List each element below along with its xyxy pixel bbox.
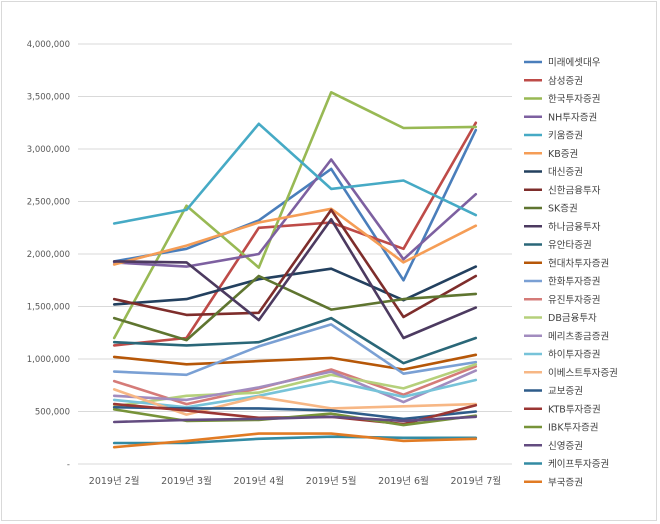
series-line (112, 207, 478, 266)
legend-item: IBK투자증권 (524, 422, 599, 434)
line-chart: - 500,000 1,000,000 1,500,000 2,000,000 2,500… (27, 40, 618, 488)
series-line (112, 265, 478, 306)
x-tick-label: 2019년 5월 (306, 475, 357, 487)
y-tick-label: 1,000,000 (27, 355, 70, 365)
legend-item: KTB투자증권 (524, 403, 601, 415)
legend-item: 신영증권 (524, 440, 583, 452)
y-tick-label: 3,500,000 (27, 93, 70, 103)
legend-item: 부국증권 (524, 476, 583, 488)
legend-label: 한화투자증권 (548, 276, 600, 288)
legend-item: KB증권 (524, 148, 578, 160)
series-line (112, 323, 478, 377)
legend-label: 교보증권 (548, 385, 583, 397)
legend-label: 하이투자증권 (548, 349, 600, 361)
series-line (112, 369, 478, 404)
legend-item: 이베스트투자증권 (524, 367, 618, 379)
y-tick-label: 2,000,000 (27, 250, 70, 260)
y-tick-label: - (67, 460, 70, 470)
legend-label: 삼성증권 (548, 75, 583, 87)
legend-item: 삼성증권 (524, 75, 583, 87)
legend-label: SK증권 (548, 203, 578, 215)
x-axis-labels: 2019년 2월 2019년 3월 2019년 4월 2019년 5월 2019년 6월… (89, 475, 501, 487)
legend-label: 키움증권 (548, 130, 583, 142)
legend-item: 미래에셋대우 (524, 58, 601, 69)
legend-item: 현대차투자증권 (524, 257, 609, 269)
legend-label: 한국투자증권 (548, 93, 600, 105)
y-axis-labels: - 500,000 1,000,000 1,500,000 2,000,000 2,500… (27, 40, 70, 470)
series-line (112, 218, 478, 340)
legend-item: 메리츠종금증권 (524, 330, 609, 342)
y-tick-label: 3,000,000 (27, 145, 70, 155)
legend-label: DB금융투자 (548, 313, 597, 324)
x-tick-label: 2019년 2월 (89, 475, 140, 487)
x-tick-label: 2019년 7월 (450, 475, 501, 487)
legend-item: 교보증권 (524, 385, 583, 397)
y-tick-label: 4,000,000 (27, 40, 70, 50)
y-tick-label: 2,500,000 (27, 198, 70, 208)
legend-item: 유안타증권 (524, 239, 592, 251)
legend-label: 케이프투자증권 (548, 458, 609, 470)
series-line (112, 362, 478, 408)
series-line (112, 353, 478, 371)
series-line (112, 91, 478, 340)
legend-label: IBK투자증권 (548, 422, 599, 434)
legend-item: NH투자증권 (524, 111, 597, 123)
legend-label: 메리츠종금증권 (548, 330, 609, 342)
series-line (112, 274, 478, 342)
y-tick-label: 1,500,000 (27, 303, 70, 313)
legend-item: 한국투자증권 (524, 93, 600, 105)
legend-label: KTB투자증권 (548, 403, 601, 415)
x-tick-label: 2019년 6월 (378, 475, 429, 487)
legend-item: 하나금융투자 (524, 221, 601, 233)
legend-label: 이베스트투자증권 (548, 367, 618, 379)
legend-item: 케이프투자증권 (524, 458, 609, 470)
series-line (112, 122, 478, 225)
series-line (112, 121, 478, 347)
legend-item: 한화투자증권 (524, 276, 600, 288)
legend-label: 신한금융투자 (548, 185, 601, 196)
legend-item: 신한금융투자 (524, 185, 601, 196)
legend-item: 키움증권 (524, 130, 583, 142)
legend-label: 대신증권 (548, 166, 583, 178)
legend-label: 신영증권 (548, 440, 583, 452)
series-line (112, 316, 478, 365)
legend-label: KB증권 (548, 148, 578, 160)
series-line (112, 378, 478, 409)
y-tick-label: 500,000 (35, 408, 70, 418)
legend-item: SK증권 (524, 203, 578, 215)
legend-label: 유안타증권 (548, 239, 592, 251)
legend-item: DB금융투자 (524, 313, 597, 324)
legend-label: 현대차투자증권 (548, 257, 609, 269)
x-tick-label: 2019년 4월 (233, 475, 284, 487)
series-line (112, 158, 478, 268)
legend-label: 하나금융투자 (548, 221, 601, 233)
series-line (112, 415, 478, 424)
legend-label: 유진투자증권 (548, 294, 600, 306)
series-lines (112, 91, 478, 449)
x-tick-label: 2019년 3월 (161, 475, 212, 487)
legend-item: 하이투자증권 (524, 349, 600, 361)
series-line (112, 432, 478, 449)
legend-label: 부국증권 (548, 476, 583, 488)
series-line (112, 208, 478, 319)
legend-label: NH투자증권 (548, 111, 597, 123)
legend-item: 유진투자증권 (524, 294, 600, 306)
legend-item: 대신증권 (524, 166, 583, 178)
legend-label: 미래에셋대우 (548, 58, 601, 69)
